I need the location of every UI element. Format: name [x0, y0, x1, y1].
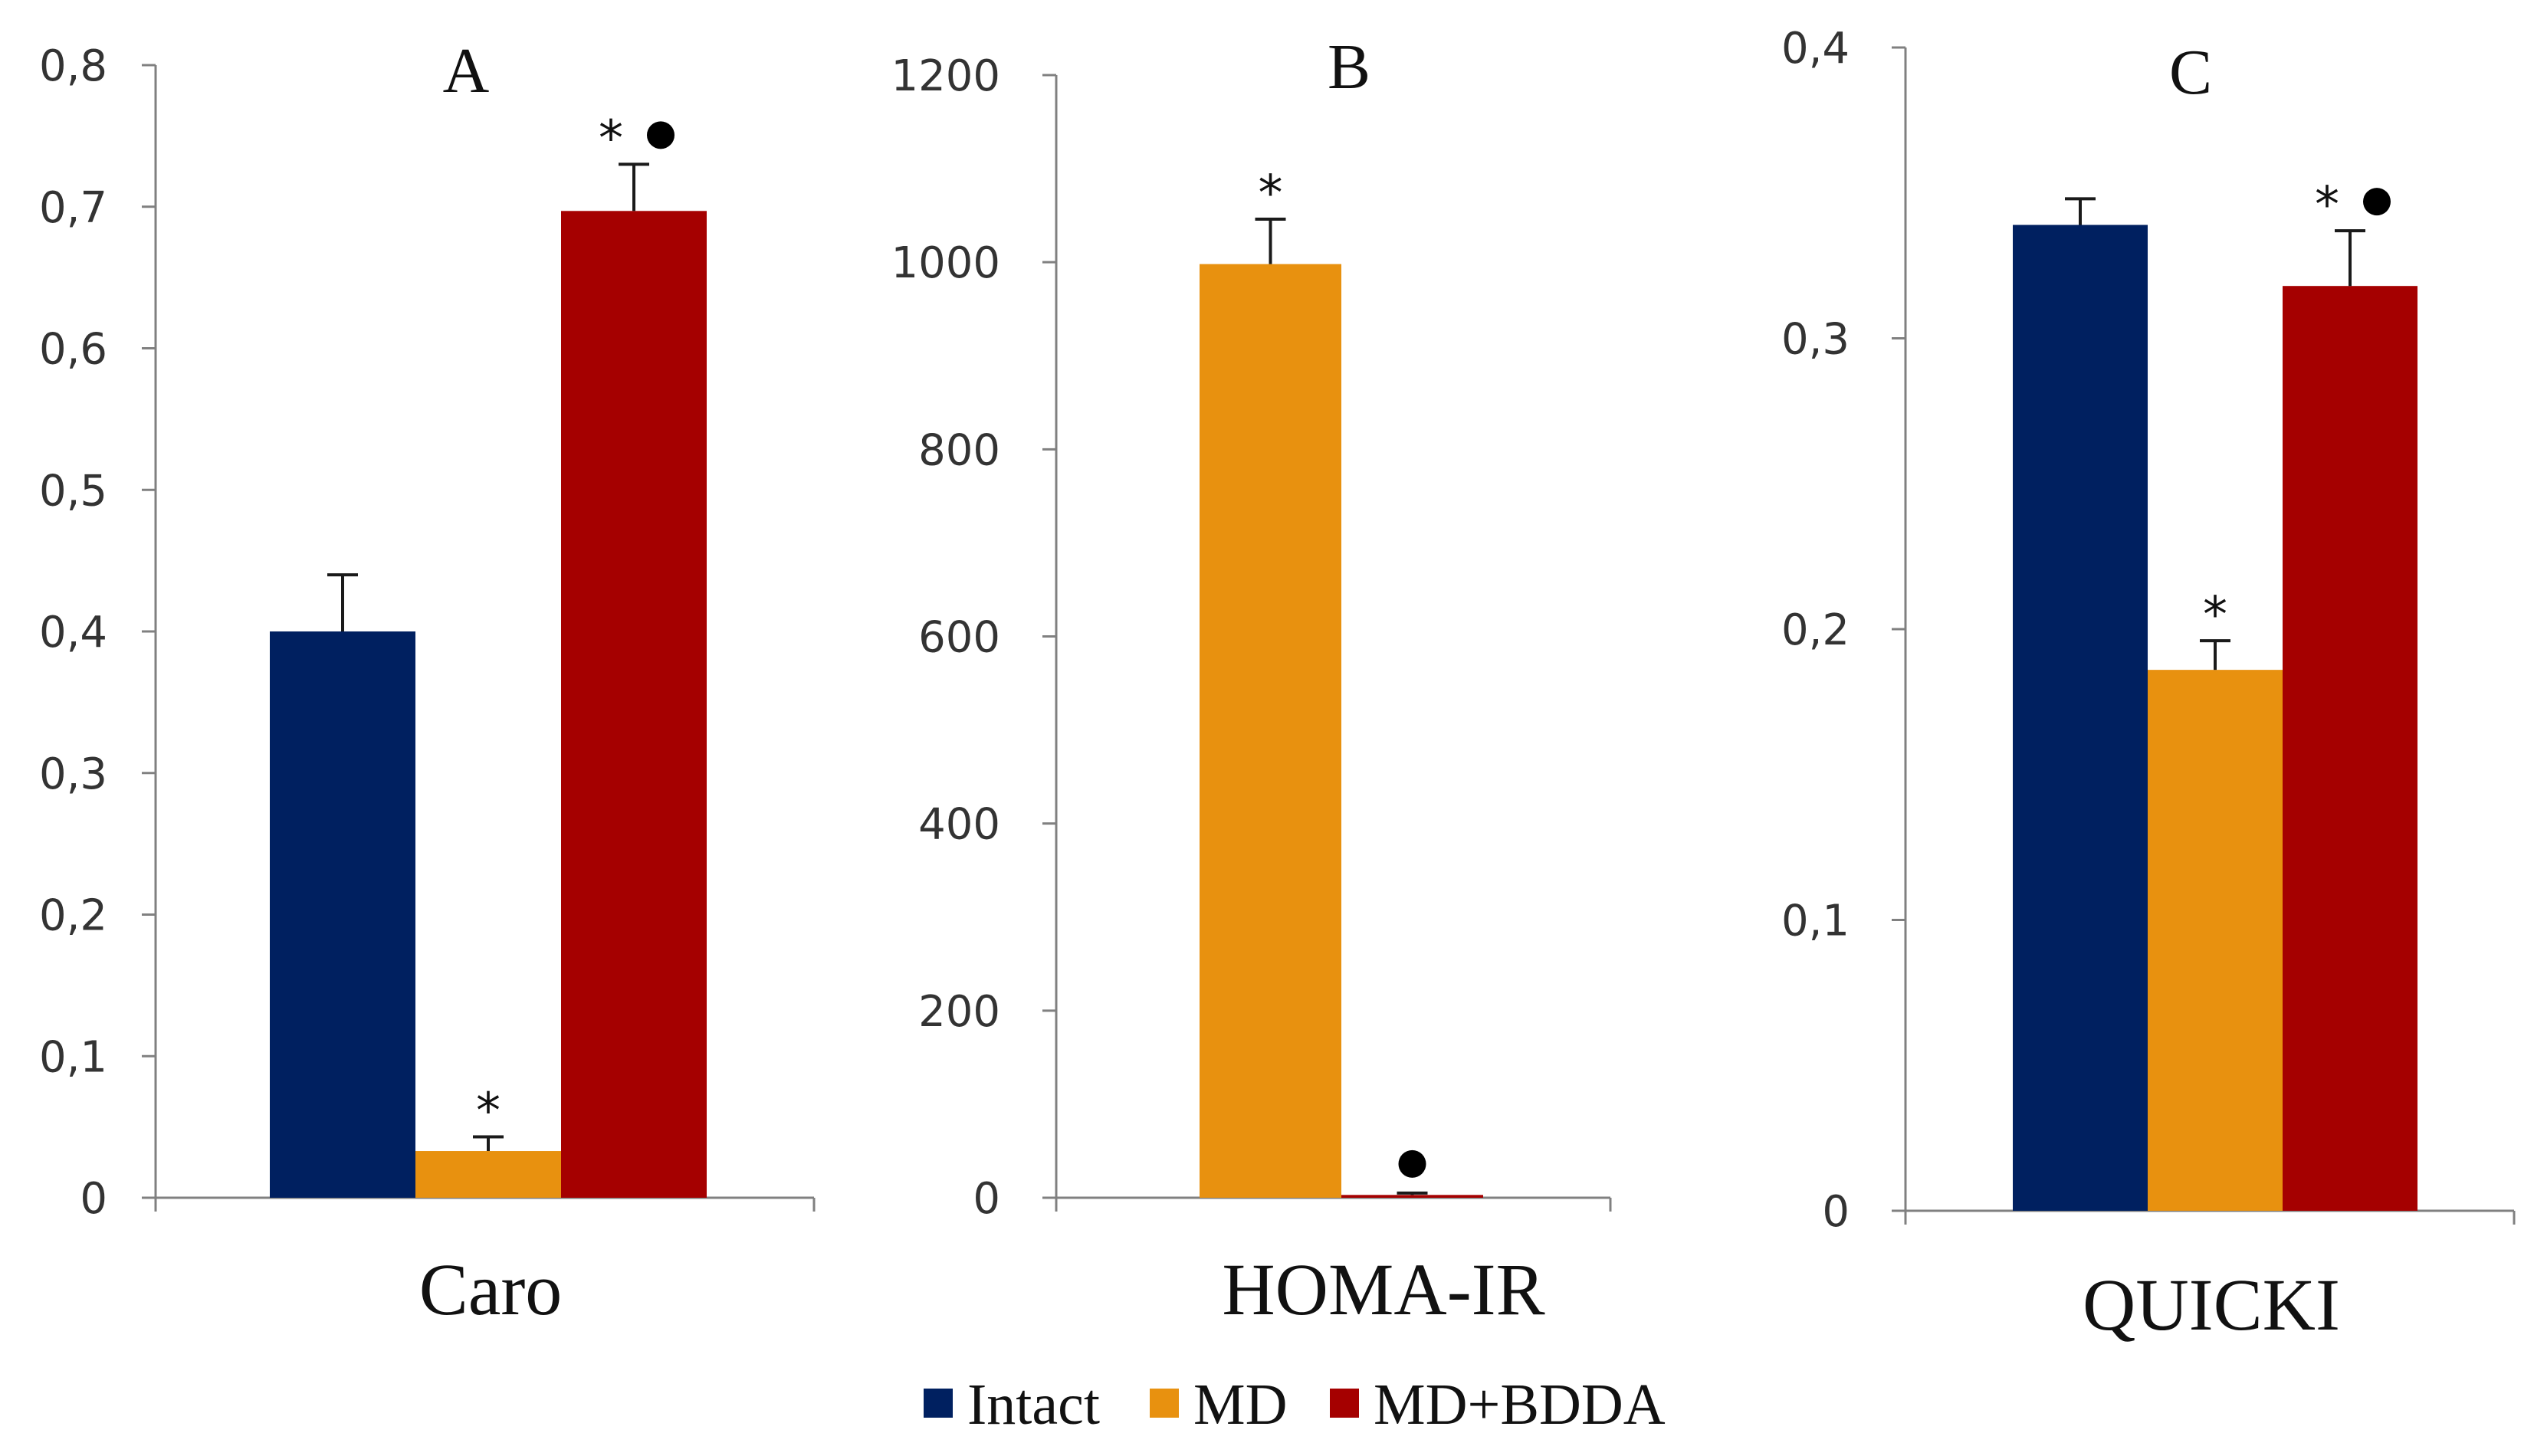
significance-dot: [647, 121, 675, 149]
significance-dot: [2363, 188, 2391, 216]
y-tick-label: 200: [918, 987, 1000, 1037]
y-tick-label: 400: [918, 800, 1000, 850]
y-tick-label: 1000: [891, 238, 1000, 288]
y-tick-label: 0,1: [39, 1032, 107, 1082]
y-tick-label: 1200: [891, 51, 1000, 101]
legend-swatch: [1150, 1389, 1179, 1418]
bar-md: [415, 1151, 561, 1198]
y-tick-label: 0,7: [39, 183, 107, 233]
bar-intact: [270, 631, 415, 1198]
y-tick-label: 0,3: [39, 749, 107, 799]
bar-md-bdda: [2283, 286, 2417, 1212]
y-tick-label: 0,2: [39, 891, 107, 941]
legend-label: Intact: [967, 1372, 1100, 1437]
y-tick-label: 0,8: [39, 41, 107, 91]
legend-swatch: [924, 1389, 953, 1418]
y-tick-label: 0: [973, 1174, 1000, 1224]
significance-star: *: [1259, 166, 1283, 222]
significance-dot: [1398, 1149, 1426, 1178]
bar-md-bdda: [561, 211, 707, 1199]
y-tick-label: 0,2: [1781, 605, 1850, 655]
y-tick-label: 0,6: [39, 325, 107, 375]
bar-md-bdda: [1341, 1195, 1483, 1198]
panel-title: A: [443, 35, 490, 107]
panel-C: 0 0,1 0,2 0,3 0,4 C QUICKI * *: [1781, 24, 2516, 1346]
bar-intact: [2013, 225, 2148, 1211]
legend-label: MD+BDDA: [1374, 1372, 1666, 1437]
y-tick-label: 0,3: [1781, 315, 1850, 365]
bar-md: [1200, 264, 1341, 1198]
bar-md: [2148, 670, 2283, 1211]
panel-B: 0 200 400 600 800 1000 1200 B HOMA-IR *: [891, 31, 1612, 1330]
y-tick-label: 0,4: [39, 608, 107, 657]
significance-star: *: [599, 110, 623, 167]
y-tick-label: 0,1: [1781, 897, 1850, 946]
y-tick-label: 0,5: [39, 466, 107, 516]
significance-star: *: [476, 1084, 501, 1140]
legend-label: MD: [1193, 1372, 1287, 1437]
panel-A: 0 0,1 0,2 0,3 0,4 0,5 0,6 0,7 0,8 A Caro * *: [39, 35, 816, 1330]
y-tick-label: 800: [918, 425, 1000, 475]
y-tick-label: 0: [80, 1174, 107, 1224]
significance-star: *: [2315, 177, 2339, 234]
legend-swatch: [1330, 1389, 1359, 1418]
x-category-label: QUICKI: [2083, 1264, 2340, 1346]
x-category-label: HOMA-IR: [1222, 1248, 1544, 1330]
legend: Intact MD MD+BDDA: [924, 1372, 1666, 1437]
x-category-label: Caro: [419, 1248, 563, 1330]
panel-title: B: [1328, 31, 1370, 103]
y-tick-label: 0: [1822, 1187, 1850, 1237]
y-tick-label: 600: [918, 613, 1000, 663]
y-tick-label: 0,4: [1781, 24, 1850, 74]
panel-title: C: [2169, 37, 2212, 108]
significance-star: *: [2203, 587, 2227, 644]
